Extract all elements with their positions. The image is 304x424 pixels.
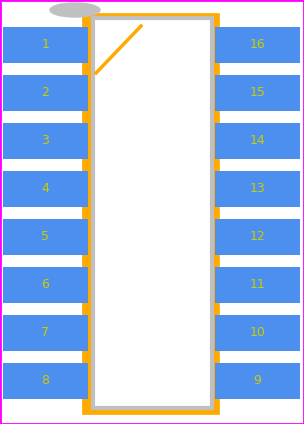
Text: 12: 12	[250, 231, 265, 243]
Bar	[215, 171, 300, 207]
Bar	[3, 171, 88, 207]
Bar	[3, 315, 88, 351]
Text: 15: 15	[250, 86, 265, 100]
Bar	[215, 267, 300, 303]
Text: 16: 16	[250, 39, 265, 51]
Text: 3: 3	[42, 134, 50, 148]
Bar	[3, 27, 88, 63]
Bar	[215, 363, 300, 399]
Bar	[215, 75, 300, 111]
Text: 14: 14	[250, 134, 265, 148]
Text: 6: 6	[42, 279, 50, 292]
Bar	[3, 123, 88, 159]
Bar	[3, 75, 88, 111]
Text: 4: 4	[42, 182, 50, 195]
Bar	[215, 315, 300, 351]
Text: 10: 10	[250, 326, 265, 340]
Bar	[3, 363, 88, 399]
Text: 1: 1	[42, 39, 50, 51]
Text: 13: 13	[250, 182, 265, 195]
Bar	[215, 27, 300, 63]
Text: 9: 9	[254, 374, 261, 388]
Bar	[3, 267, 88, 303]
Bar	[87, 18, 215, 410]
Bar	[3, 219, 88, 255]
Text: 7: 7	[42, 326, 50, 340]
Bar	[215, 123, 300, 159]
Ellipse shape	[50, 3, 100, 17]
Text: 5: 5	[42, 231, 50, 243]
Text: 11: 11	[250, 279, 265, 292]
Bar	[93, 18, 212, 408]
Text: 2: 2	[42, 86, 50, 100]
Text: 8: 8	[42, 374, 50, 388]
Bar	[215, 219, 300, 255]
